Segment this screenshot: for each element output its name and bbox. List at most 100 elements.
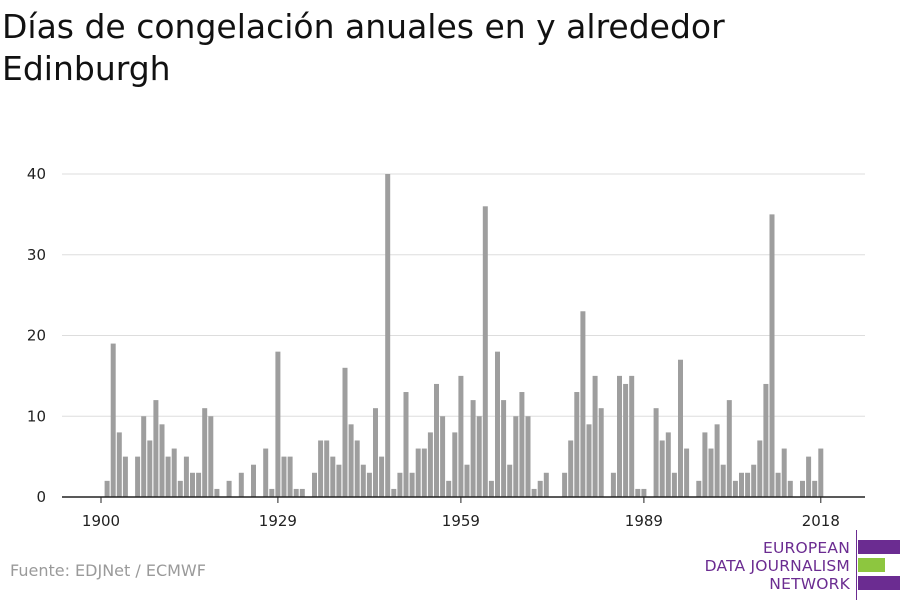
bar [739,472,744,497]
bar [659,440,665,497]
logo-bar-top [858,540,900,554]
bar [421,448,427,497]
bar [751,464,757,497]
x-tick-label: 2018 [802,512,840,530]
bar [635,488,641,497]
bar [318,440,324,497]
bar [482,206,488,498]
bar [226,480,232,497]
bar [116,432,122,497]
bar [464,464,470,497]
x-tick-label: 1900 [82,512,120,530]
y-tick-label: 20 [27,327,46,345]
bar [787,480,793,497]
bar [537,480,543,497]
bar [702,432,708,497]
source-note: Fuente: EDJNet / ECMWF [10,561,206,580]
bar [330,456,336,497]
x-axis-ticks: 1900 1929 1959 1989 2018 [82,497,840,530]
bar [348,424,354,497]
bar [745,472,751,497]
bar [397,472,403,497]
bar [324,440,330,497]
bar [580,311,586,497]
bar [617,375,622,497]
bar [665,432,671,497]
bar [525,416,531,497]
bar-series [104,174,824,498]
bar [354,440,360,497]
bar [147,440,153,497]
bar [269,488,275,497]
bar [592,375,598,497]
logo-divider [856,530,857,600]
bar [763,383,769,497]
bar [153,400,159,497]
bar [696,480,702,497]
logo-text-european: EUROPEAN [762,539,850,557]
bar [202,408,208,497]
bar [458,375,464,497]
bar [391,488,397,497]
logo-bar-middle [858,558,885,572]
bar [568,440,574,497]
bar [800,480,805,497]
bar [623,383,629,497]
bar [135,456,141,497]
bar [165,456,171,497]
bar [263,448,269,497]
bar [336,464,342,497]
bar [653,408,659,497]
bar [818,448,824,497]
bar [513,416,519,497]
bar [440,416,446,497]
bar [531,488,537,497]
edjnet-logo: EUROPEAN DATA JOURNALISM NETWORK [700,530,900,600]
bar [684,448,690,497]
bar [446,480,452,497]
bar [110,343,116,497]
bar [159,424,165,497]
y-tick-label: 40 [27,165,46,183]
bar [366,472,372,497]
logo-text-data-journalism: DATA JOURNALISM [704,557,850,575]
bar [726,400,732,497]
bar [543,472,549,497]
bar [183,456,189,497]
bar [488,480,494,497]
bar [720,464,726,497]
bar [519,392,525,497]
bar [812,480,818,497]
bar [495,351,500,497]
chart-title: Días de congelación anuales en y alreded… [2,7,725,88]
bar [769,214,775,497]
bar [275,351,281,497]
bar [507,464,513,497]
bar [415,448,421,497]
bar [177,480,183,497]
y-tick-label: 10 [27,407,46,425]
bar [562,472,568,497]
bar [251,464,256,497]
bar [409,472,415,497]
bar [360,464,366,497]
bar [708,448,714,497]
bar [385,174,391,497]
bar [238,472,244,497]
bar [641,488,647,497]
bar [806,456,812,497]
logo-text-network: NETWORK [769,575,850,593]
bar [781,448,787,497]
bar [373,408,378,497]
bar [141,416,147,497]
x-tick-label: 1989 [625,512,663,530]
grid-lines [62,173,865,417]
bar [281,456,287,497]
bar [287,456,293,497]
bar [104,480,110,497]
y-axis-ticks: 0 10 20 30 40 [27,165,46,506]
bar [190,472,195,497]
x-tick-label: 1959 [442,512,480,530]
bar [732,480,738,497]
